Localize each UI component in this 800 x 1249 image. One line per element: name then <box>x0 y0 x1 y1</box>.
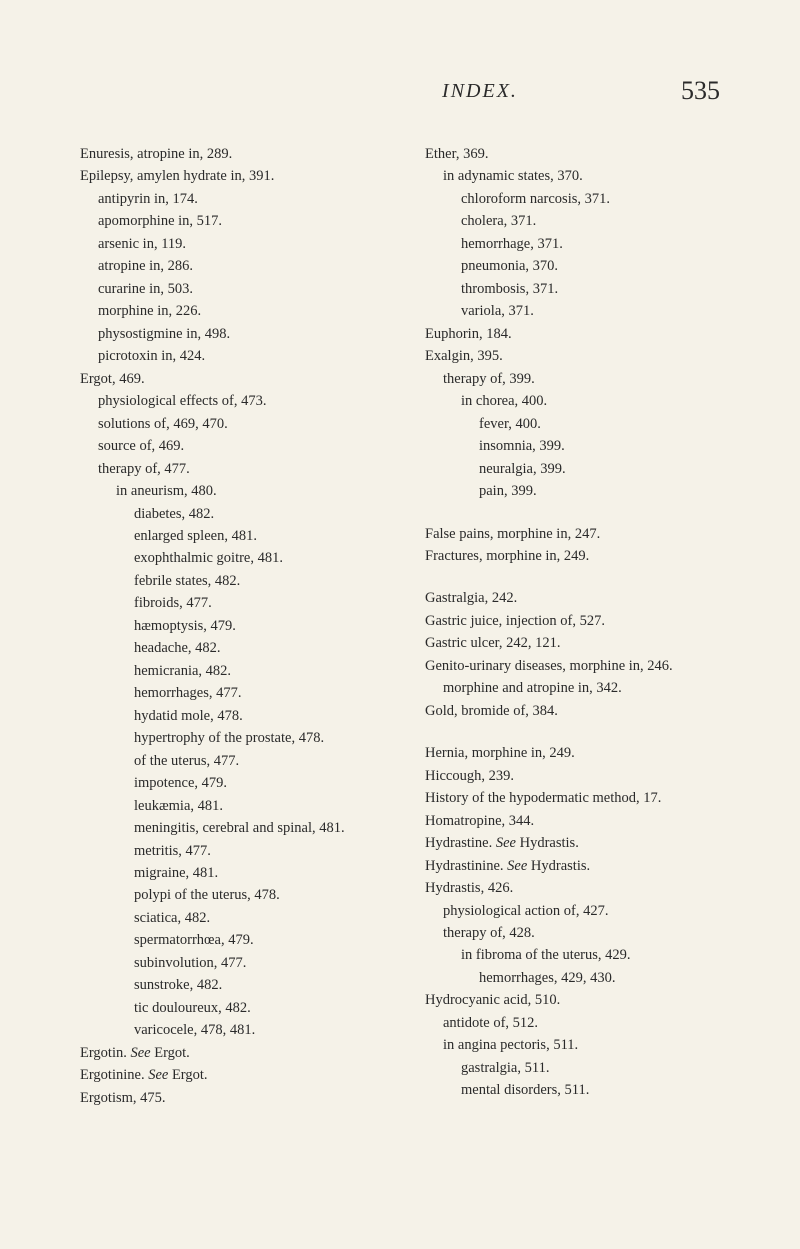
right-column: Ether, 369.in adynamic states, 370.chlor… <box>425 143 740 1109</box>
index-entry: Hiccough, 239. <box>425 765 740 787</box>
index-entry: solutions of, 469, 470. <box>98 413 395 435</box>
index-entry: Ergotin. See Ergot. <box>80 1042 395 1064</box>
index-entry: chloroform narcosis, 371. <box>461 188 740 210</box>
index-entry: morphine and atropine in, 342. <box>443 677 740 699</box>
index-entry: Gastric juice, injection of, 527. <box>425 610 740 632</box>
index-entry: hypertrophy of the prostate, 478. <box>134 727 395 749</box>
index-entry: in fibroma of the uterus, 429. <box>461 944 740 966</box>
index-entry: diabetes, 482. <box>134 503 395 525</box>
index-entry: tic douloureux, 482. <box>134 997 395 1019</box>
index-entry: Ergot, 469. <box>80 368 395 390</box>
index-entry: of the uterus, 477. <box>134 750 395 772</box>
index-entry: Hydrastine. See Hydrastis. <box>425 832 740 854</box>
index-entry: exophthalmic goitre, 481. <box>134 547 395 569</box>
index-entry: Homatropine, 344. <box>425 810 740 832</box>
section-spacer <box>425 503 740 523</box>
index-entry: in adynamic states, 370. <box>443 165 740 187</box>
index-entry: therapy of, 428. <box>443 922 740 944</box>
index-entry: variola, 371. <box>461 300 740 322</box>
index-entry: gastralgia, 511. <box>461 1057 740 1079</box>
index-entry: picrotoxin in, 424. <box>98 345 395 367</box>
index-entry: polypi of the uterus, 478. <box>134 884 395 906</box>
index-entry: fibroids, 477. <box>134 592 395 614</box>
index-entry: Gold, bromide of, 384. <box>425 700 740 722</box>
index-entry: varicocele, 478, 481. <box>134 1019 395 1041</box>
index-entry: antidote of, 512. <box>443 1012 740 1034</box>
index-entry: pain, 399. <box>479 480 740 502</box>
index-entry: source of, 469. <box>98 435 395 457</box>
index-title: INDEX. <box>80 80 740 103</box>
index-entry: Genito-urinary diseases, morphine in, 24… <box>425 655 740 677</box>
index-entry: History of the hypodermatic method, 17. <box>425 787 740 809</box>
index-entry: Ergotism, 475. <box>80 1087 395 1109</box>
index-entry: in aneurism, 480. <box>116 480 395 502</box>
left-column: Enuresis, atropine in, 289.Epilepsy, amy… <box>80 143 395 1109</box>
index-entry: physostigmine in, 498. <box>98 323 395 345</box>
index-entry: physiological effects of, 473. <box>98 390 395 412</box>
index-entry: Hydrastis, 426. <box>425 877 740 899</box>
index-entry: Euphorin, 184. <box>425 323 740 345</box>
index-entry: hemorrhages, 429, 430. <box>479 967 740 989</box>
index-entry: migraine, 481. <box>134 862 395 884</box>
index-entry: False pains, morphine in, 247. <box>425 523 740 545</box>
index-entry: cholera, 371. <box>461 210 740 232</box>
page-container: INDEX. 535 Enuresis, atropine in, 289.Ep… <box>0 0 800 1249</box>
index-entry: arsenic in, 119. <box>98 233 395 255</box>
index-entry: hydatid mole, 478. <box>134 705 395 727</box>
index-entry: leukæmia, 481. <box>134 795 395 817</box>
index-entry: morphine in, 226. <box>98 300 395 322</box>
index-entry: neuralgia, 399. <box>479 458 740 480</box>
see-reference: See <box>496 835 516 851</box>
index-entry: Hydrocyanic acid, 510. <box>425 989 740 1011</box>
index-entry: thrombosis, 371. <box>461 278 740 300</box>
index-entry: headache, 482. <box>134 637 395 659</box>
index-entry: hæmoptysis, 479. <box>134 615 395 637</box>
index-entry: subinvolution, 477. <box>134 952 395 974</box>
index-entry: Exalgin, 395. <box>425 345 740 367</box>
index-entry: curarine in, 503. <box>98 278 395 300</box>
see-reference: See <box>148 1067 168 1083</box>
index-entry: physiological action of, 427. <box>443 900 740 922</box>
index-entry: mental disorders, 511. <box>461 1079 740 1101</box>
index-entry: spermatorrhœa, 479. <box>134 929 395 951</box>
index-entry: hemorrhages, 477. <box>134 682 395 704</box>
index-entry: therapy of, 399. <box>443 368 740 390</box>
index-entry: Enuresis, atropine in, 289. <box>80 143 395 165</box>
see-reference: See <box>130 1045 150 1061</box>
index-entry: in chorea, 400. <box>461 390 740 412</box>
index-entry: antipyrin in, 174. <box>98 188 395 210</box>
index-entry: apomorphine in, 517. <box>98 210 395 232</box>
columns-container: Enuresis, atropine in, 289.Epilepsy, amy… <box>80 143 740 1109</box>
index-entry: Hydrastinine. See Hydrastis. <box>425 855 740 877</box>
index-entry: Gastralgia, 242. <box>425 587 740 609</box>
index-entry: atropine in, 286. <box>98 255 395 277</box>
index-entry: therapy of, 477. <box>98 458 395 480</box>
index-entry: sciatica, 482. <box>134 907 395 929</box>
index-entry: Ether, 369. <box>425 143 740 165</box>
index-entry: enlarged spleen, 481. <box>134 525 395 547</box>
index-entry: Ergotinine. See Ergot. <box>80 1064 395 1086</box>
index-entry: Gastric ulcer, 242, 121. <box>425 632 740 654</box>
page-number: 535 <box>681 76 720 106</box>
index-entry: hemorrhage, 371. <box>461 233 740 255</box>
index-entry: metritis, 477. <box>134 840 395 862</box>
index-entry: febrile states, 482. <box>134 570 395 592</box>
index-entry: impotence, 479. <box>134 772 395 794</box>
index-entry: Epilepsy, amylen hydrate in, 391. <box>80 165 395 187</box>
see-reference: See <box>507 858 527 874</box>
page-header: INDEX. 535 <box>80 80 740 103</box>
index-entry: pneumonia, 370. <box>461 255 740 277</box>
index-entry: hemicrania, 482. <box>134 660 395 682</box>
index-entry: Hernia, morphine in, 249. <box>425 742 740 764</box>
index-entry: in angina pectoris, 511. <box>443 1034 740 1056</box>
index-entry: Fractures, morphine in, 249. <box>425 545 740 567</box>
index-entry: fever, 400. <box>479 413 740 435</box>
index-entry: meningitis, cerebral and spinal, 481. <box>134 817 395 839</box>
index-entry: insomnia, 399. <box>479 435 740 457</box>
section-spacer <box>425 567 740 587</box>
section-spacer <box>425 722 740 742</box>
index-entry: sunstroke, 482. <box>134 974 395 996</box>
